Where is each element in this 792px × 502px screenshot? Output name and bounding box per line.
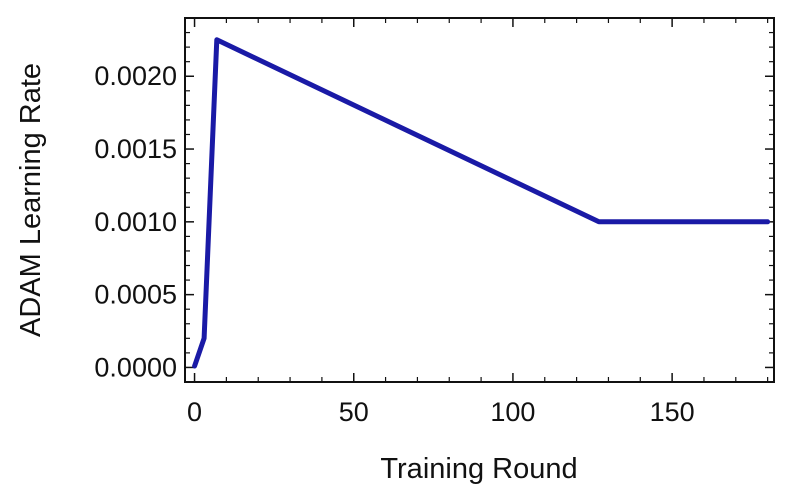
y-tick-label: 0.0015	[94, 134, 177, 164]
y-tick-label: 0.0000	[94, 352, 177, 382]
x-tick-label: 50	[339, 397, 369, 427]
plot-frame	[184, 17, 775, 383]
x-tick-label: 150	[650, 397, 695, 427]
learning-rate-line	[192, 37, 771, 369]
y-tick-label: 0.0020	[94, 61, 177, 91]
x-tick-label: 100	[490, 397, 535, 427]
y-tick-label: 0.0005	[94, 280, 177, 310]
x-axis-title: Training Round	[380, 453, 577, 485]
y-axis-title: ADAM Learning Rate	[15, 63, 47, 337]
y-tick-labels: 0.0000 0.0005 0.0010 0.0015 0.0020	[94, 61, 177, 382]
major-ticks	[185, 18, 774, 382]
x-tick-label: 0	[187, 397, 202, 427]
x-tick-labels: 0 50 100 150	[187, 397, 695, 427]
minor-ticks	[185, 18, 774, 382]
y-tick-label: 0.0010	[94, 207, 177, 237]
